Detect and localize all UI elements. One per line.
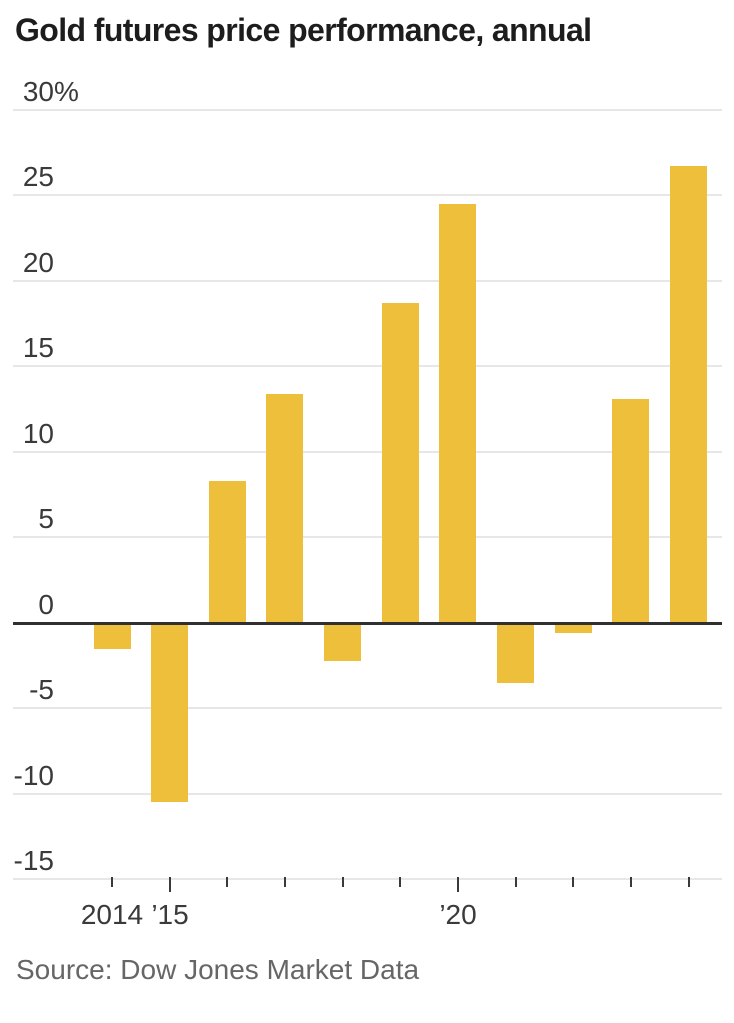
gridline-20 bbox=[13, 280, 722, 282]
zero-baseline bbox=[13, 622, 722, 625]
bar-2015[interactable] bbox=[151, 623, 188, 802]
percent-sign: % bbox=[54, 76, 79, 107]
x-tick-2016 bbox=[226, 877, 228, 887]
x-tick-2020 bbox=[457, 877, 459, 892]
bar-2020[interactable] bbox=[439, 204, 476, 623]
y-axis-label-30: 30% bbox=[22, 76, 79, 107]
bar-2021[interactable] bbox=[497, 623, 534, 683]
bar-2016[interactable] bbox=[209, 481, 246, 623]
y-axis-label-25: 25 bbox=[22, 161, 54, 193]
y-axis-label-10: 10 bbox=[22, 417, 54, 449]
x-tick-2019 bbox=[399, 877, 401, 887]
y-axis-label-0: 0 bbox=[38, 588, 54, 620]
x-tick-2021 bbox=[515, 877, 517, 887]
y-axis-label-20: 20 bbox=[22, 246, 54, 278]
x-tick-2023 bbox=[630, 877, 632, 887]
y-axis-label-5: 5 bbox=[38, 503, 54, 535]
bar-2014[interactable] bbox=[94, 623, 131, 649]
x-tick-2018 bbox=[342, 877, 344, 887]
gridline-30 bbox=[13, 109, 722, 111]
x-tick-2024 bbox=[688, 877, 690, 887]
y-axis-label--5: -5 bbox=[29, 674, 54, 706]
chart-title: Gold futures price performance, annual bbox=[15, 12, 592, 48]
y-axis-label--15: -15 bbox=[13, 845, 54, 877]
x-axis-label-2015: ’15 bbox=[151, 899, 189, 930]
x-axis-label-2014: 2014 bbox=[80, 899, 144, 930]
y-axis-label-15: 15 bbox=[22, 332, 54, 364]
gridline-25 bbox=[13, 194, 722, 196]
bar-2024[interactable] bbox=[670, 166, 707, 622]
gridline-5 bbox=[13, 536, 722, 538]
gridline-10 bbox=[13, 451, 722, 453]
gridline--10 bbox=[13, 793, 722, 795]
bar-2022[interactable] bbox=[555, 623, 592, 633]
bar-2017[interactable] bbox=[266, 394, 303, 623]
bar-2018[interactable] bbox=[324, 623, 361, 661]
gridline--5 bbox=[13, 707, 722, 709]
bar-2019[interactable] bbox=[382, 303, 419, 623]
x-tick-2022 bbox=[572, 877, 574, 887]
source-caption: Source: Dow Jones Market Data bbox=[16, 954, 420, 985]
x-tick-2015 bbox=[169, 877, 171, 892]
gridline-15 bbox=[13, 365, 722, 367]
bar-2023[interactable] bbox=[612, 399, 649, 623]
y-axis-label-number: 30 bbox=[22, 76, 54, 107]
x-tick-2017 bbox=[284, 877, 286, 887]
gridline--15 bbox=[13, 878, 722, 880]
x-tick-2014 bbox=[111, 877, 113, 887]
y-axis-label--10: -10 bbox=[13, 759, 54, 791]
x-axis-label-2020: ’20 bbox=[439, 899, 477, 930]
